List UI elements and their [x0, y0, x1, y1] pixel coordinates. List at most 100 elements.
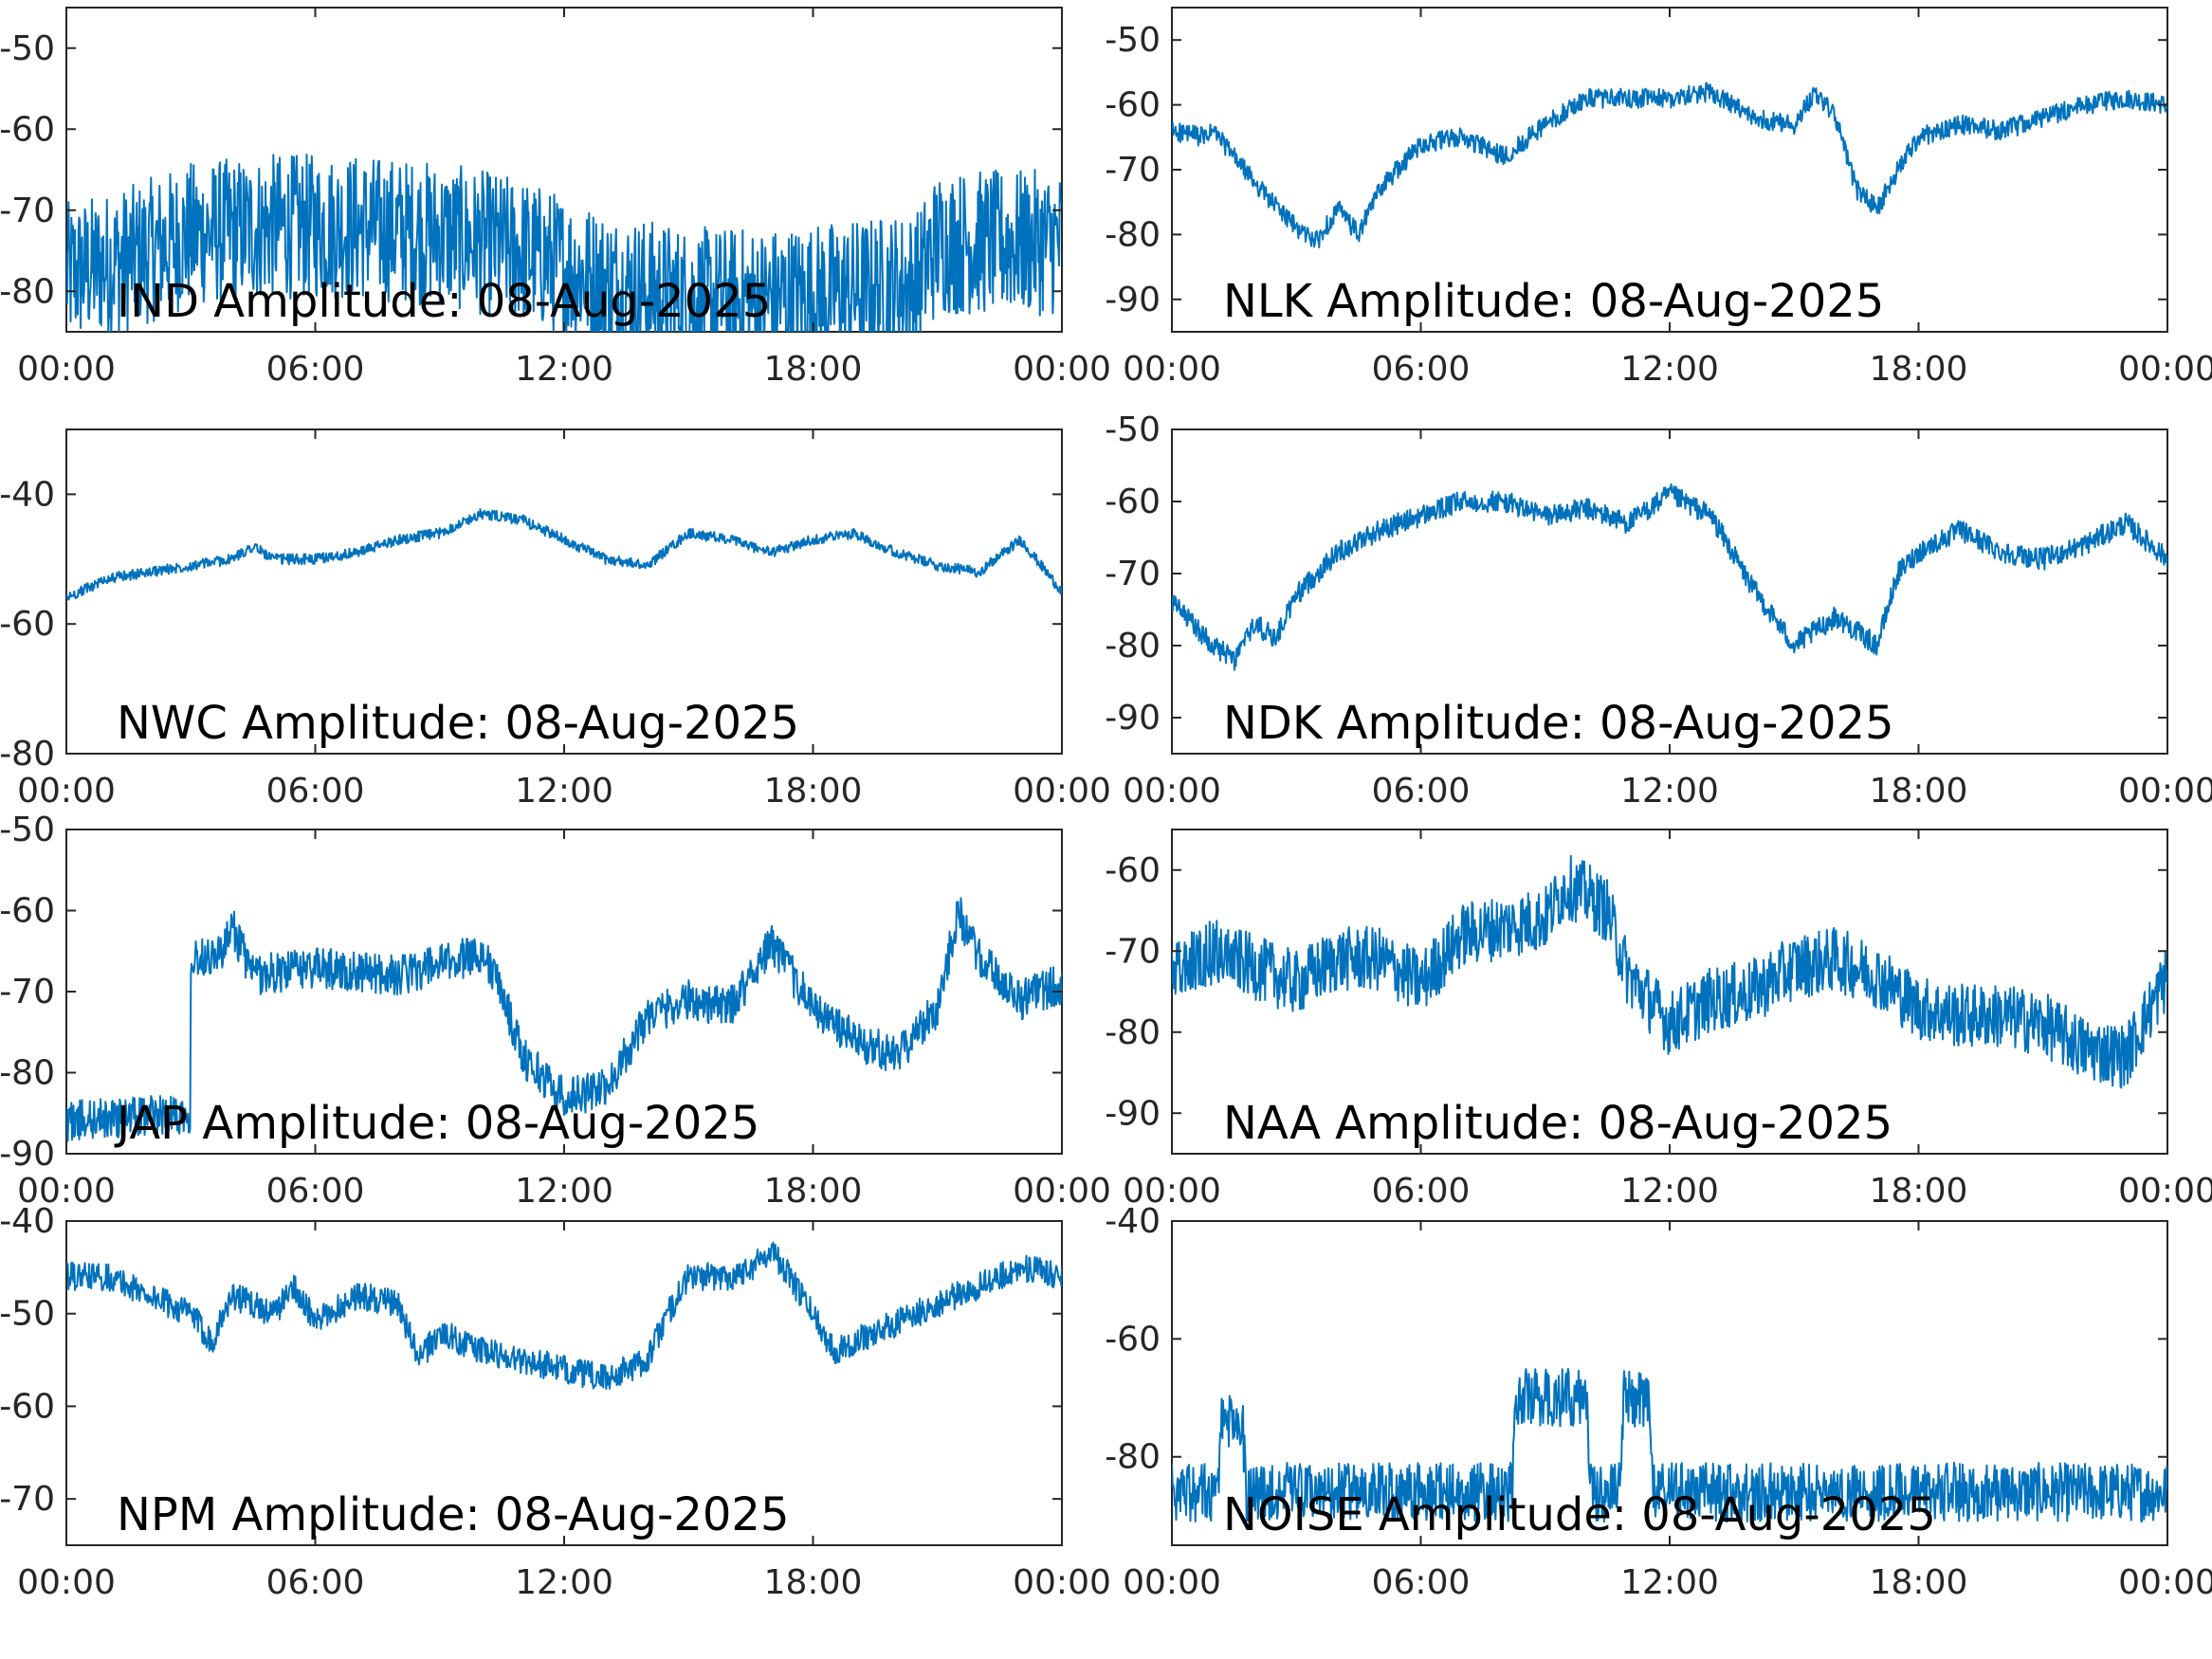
- y-tick-label: -50: [1105, 21, 1161, 60]
- x-tick-label: 12:00: [515, 1563, 613, 1602]
- y-tick-label: -80: [1105, 627, 1161, 665]
- y-tick-label: -60: [1105, 851, 1161, 890]
- series-line: [1172, 854, 2167, 1089]
- series-line: [66, 508, 1062, 601]
- y-tick-label: -40: [1105, 1202, 1161, 1241]
- y-tick-label: -90: [1105, 1094, 1161, 1133]
- y-tick-label: -40: [0, 475, 55, 514]
- axes-box: [1171, 428, 2168, 755]
- axes-box: [1171, 829, 2168, 1155]
- plot-area: 00:00 06:00 12:00 18:00 00:00 -40 -50 -60 -70: [0, 1202, 1111, 1602]
- x-tick-label: 12:00: [1620, 1563, 1719, 1602]
- panel-ndk: 00:00 06:00 12:00 18:00 00:00 -50 -60 -70 -80 -90…: [1105, 410, 2212, 811]
- plot-area: 00:00 06:00 12:00 18:00 00:00 -60 -70 -80 -90: [1105, 830, 2212, 1211]
- x-tick-label: 00:00: [2118, 1172, 2212, 1211]
- y-tick-label: -80: [1105, 215, 1161, 254]
- x-tick-label: 18:00: [1870, 350, 1968, 389]
- y-tick-label: -90: [1105, 699, 1161, 738]
- panel-ind: 00:00 06:00 12:00 18:00 00:00 -50 -60 -70 -80 IN…: [0, 7, 1111, 389]
- y-tick-label: -80: [1105, 1438, 1161, 1477]
- y-tick-label: -50: [0, 811, 55, 849]
- panel-nlk: 00:00 06:00 12:00 18:00 00:00 -50 -60 -70 -80 -90…: [1105, 7, 2212, 389]
- axes-box: [65, 428, 1063, 755]
- panel-title: JAP Amplitude: 08-Aug-2025: [114, 1097, 759, 1150]
- x-tick-label: 00:00: [17, 772, 116, 811]
- x-tick-label: 12:00: [1620, 1172, 1719, 1211]
- axes-box: [65, 1220, 1063, 1546]
- y-tick-label: -60: [1105, 483, 1161, 521]
- plot-area: 00:00 06:00 12:00 18:00 00:00 -50 -60 -70 -80 -90: [1105, 410, 2212, 811]
- y-tick-label: -70: [1105, 932, 1161, 971]
- x-tick-label: 06:00: [266, 1563, 365, 1602]
- panel-noise: 00:00 06:00 12:00 18:00 00:00 -40 -60 -80 NOISE…: [1105, 1202, 2212, 1602]
- x-tick-label: 06:00: [266, 350, 365, 389]
- x-tick-label: 00:00: [1123, 350, 1221, 389]
- x-tick-label: 00:00: [17, 1172, 116, 1211]
- x-tick-label: 18:00: [1870, 1563, 1968, 1602]
- x-tick-label: 00:00: [1123, 772, 1221, 811]
- panel-jap: 00:00 06:00 12:00 18:00 00:00 -50 -60 -70 -80 -90…: [0, 811, 1111, 1211]
- series-line: [1172, 82, 2167, 248]
- x-tick-label: 18:00: [764, 1172, 863, 1211]
- y-tick-label: -80: [0, 1054, 55, 1093]
- y-tick-label: -50: [0, 29, 55, 68]
- panel-title: NWC Amplitude: 08-Aug-2025: [117, 697, 799, 750]
- y-tick-label: -70: [0, 1480, 55, 1519]
- panel-title: NDK Amplitude: 08-Aug-2025: [1223, 697, 1894, 750]
- x-tick-label: 00:00: [1013, 1563, 1111, 1602]
- panel-title: NPM Amplitude: 08-Aug-2025: [117, 1488, 789, 1541]
- x-tick-label: 00:00: [17, 350, 116, 389]
- x-tick-label: 00:00: [1123, 1563, 1221, 1602]
- y-tick-label: -70: [1105, 555, 1161, 593]
- y-tick-label: -60: [1105, 86, 1161, 125]
- x-tick-label: 12:00: [1620, 350, 1719, 389]
- y-tick-label: -70: [0, 191, 55, 230]
- series-line: [1172, 483, 2167, 671]
- y-tick-label: -90: [0, 1135, 55, 1174]
- y-tick-label: -60: [0, 1387, 55, 1426]
- plot-area: 00:00 06:00 12:00 18:00 00:00 -40 -60 -80: [1105, 1202, 2212, 1602]
- x-tick-label: 00:00: [2118, 1563, 2212, 1602]
- x-tick-label: 12:00: [1620, 772, 1719, 811]
- x-tick-label: 06:00: [266, 772, 365, 811]
- plot-area: 00:00 06:00 12:00 18:00 00:00 -40 -60 -80: [0, 429, 1111, 811]
- x-tick-label: 18:00: [1870, 1172, 1968, 1211]
- axes-box: [1171, 7, 2168, 333]
- panel-title: NLK Amplitude: 08-Aug-2025: [1223, 275, 1884, 328]
- axes-box: [65, 829, 1063, 1155]
- panel-naa: 00:00 06:00 12:00 18:00 00:00 -60 -70 -80 -90 NA…: [1105, 829, 2212, 1211]
- series-line: [66, 1241, 1062, 1390]
- panel-npm: 00:00 06:00 12:00 18:00 00:00 -40 -50 -60 -70 NP…: [0, 1202, 1111, 1602]
- y-tick-label: -60: [0, 892, 55, 931]
- x-tick-label: 00:00: [1013, 1172, 1111, 1211]
- x-tick-label: 18:00: [764, 772, 863, 811]
- x-tick-label: 00:00: [17, 1563, 116, 1602]
- x-tick-label: 12:00: [515, 772, 613, 811]
- x-tick-label: 00:00: [1123, 1172, 1221, 1211]
- y-tick-label: -80: [1105, 1013, 1161, 1052]
- panel-title: NAA Amplitude: 08-Aug-2025: [1223, 1097, 1892, 1150]
- x-tick-label: 00:00: [1013, 772, 1111, 811]
- x-tick-label: 06:00: [266, 1172, 365, 1211]
- series-line: [66, 154, 1062, 332]
- x-tick-label: 00:00: [2118, 350, 2212, 389]
- plot-area: 00:00 06:00 12:00 18:00 00:00 -50 -60 -70 -80 -90: [1105, 8, 2212, 389]
- y-tick-label: -90: [1105, 281, 1161, 319]
- x-tick-label: 18:00: [764, 350, 863, 389]
- y-tick-label: -60: [0, 110, 55, 149]
- y-tick-label: -80: [0, 735, 55, 774]
- panel-nwc: 00:00 06:00 12:00 18:00 00:00 -40 -60 -80 NWC A…: [0, 428, 1111, 811]
- x-tick-label: 00:00: [2118, 772, 2212, 811]
- x-tick-label: 12:00: [515, 350, 613, 389]
- series-line: [66, 897, 1062, 1142]
- y-tick-label: -50: [1105, 410, 1161, 449]
- y-tick-label: -60: [0, 605, 55, 644]
- x-tick-label: 12:00: [515, 1172, 613, 1211]
- series-line: [1172, 1368, 2167, 1523]
- y-tick-label: -70: [1105, 151, 1161, 190]
- y-tick-label: -80: [0, 272, 55, 311]
- y-tick-label: -70: [0, 973, 55, 1012]
- x-tick-label: 06:00: [1372, 1172, 1471, 1211]
- panel-title: NOISE Amplitude: 08-Aug-2025: [1223, 1488, 1936, 1541]
